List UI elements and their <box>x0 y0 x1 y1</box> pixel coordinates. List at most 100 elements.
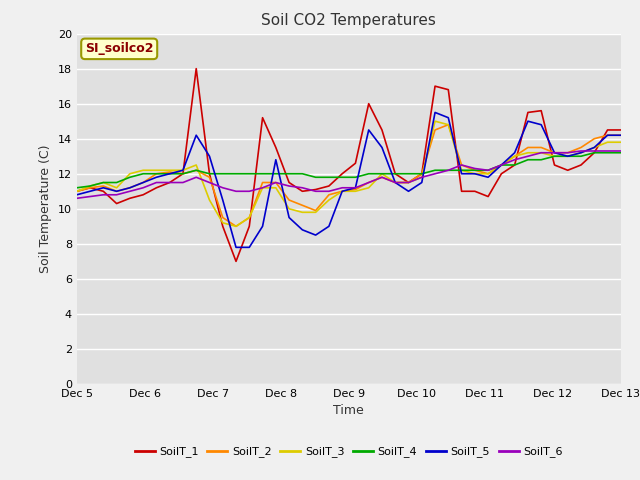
SoilT_5 <box>205 154 213 159</box>
SoilT_1 <box>511 162 518 168</box>
SoilT_3 <box>617 139 625 145</box>
SoilT_1 <box>497 171 505 177</box>
SoilT_5 <box>444 115 452 120</box>
SoilT_4 <box>617 150 625 156</box>
SoilT_2 <box>591 136 598 142</box>
SoilT_1 <box>577 162 585 168</box>
SoilT_5 <box>126 185 134 191</box>
SoilT_3 <box>418 174 426 180</box>
SoilT_5 <box>140 180 147 185</box>
SoilT_4 <box>325 174 333 180</box>
SoilT_5 <box>577 150 585 156</box>
SoilT_5 <box>351 185 359 191</box>
SoilT_5 <box>484 174 492 180</box>
SoilT_1 <box>564 168 572 173</box>
SoilT_6 <box>205 180 213 185</box>
SoilT_1 <box>524 109 532 115</box>
SoilT_2 <box>232 223 240 229</box>
SoilT_4 <box>312 174 319 180</box>
SoilT_5 <box>471 171 479 177</box>
SoilT_2 <box>444 122 452 128</box>
SoilT_6 <box>524 154 532 159</box>
SoilT_6 <box>152 180 160 185</box>
SoilT_1 <box>404 180 412 185</box>
SoilT_1 <box>325 183 333 189</box>
SoilT_2 <box>484 171 492 177</box>
SoilT_4 <box>351 174 359 180</box>
SoilT_3 <box>431 118 439 124</box>
SoilT_6 <box>577 148 585 154</box>
SoilT_6 <box>73 195 81 201</box>
SoilT_4 <box>140 171 147 177</box>
SoilT_1 <box>312 187 319 192</box>
SoilT_6 <box>617 148 625 154</box>
SoilT_6 <box>458 162 465 168</box>
SoilT_4 <box>538 157 545 163</box>
SoilT_3 <box>140 168 147 173</box>
SoilT_1 <box>205 171 213 177</box>
SoilT_5 <box>325 223 333 229</box>
SoilT_3 <box>471 171 479 177</box>
SoilT_3 <box>152 168 160 173</box>
SoilT_1 <box>126 195 134 201</box>
SoilT_5 <box>113 188 120 194</box>
SoilT_2 <box>205 174 213 180</box>
SoilT_2 <box>126 185 134 191</box>
SoilT_3 <box>285 206 293 212</box>
SoilT_1 <box>617 127 625 133</box>
SoilT_1 <box>444 87 452 93</box>
SoilT_2 <box>458 162 465 168</box>
SoilT_4 <box>378 171 386 177</box>
SoilT_2 <box>511 154 518 159</box>
SoilT_5 <box>99 185 107 191</box>
SoilT_5 <box>193 132 200 138</box>
SoilT_3 <box>351 188 359 194</box>
SoilT_5 <box>538 122 545 128</box>
SoilT_2 <box>538 144 545 150</box>
SoilT_6 <box>604 148 611 154</box>
SoilT_3 <box>378 171 386 177</box>
SoilT_3 <box>365 185 372 191</box>
SoilT_4 <box>497 162 505 168</box>
SoilT_3 <box>591 144 598 150</box>
SoilT_6 <box>166 180 173 185</box>
SoilT_4 <box>126 174 134 180</box>
SoilT_1 <box>339 171 346 177</box>
SoilT_4 <box>444 168 452 173</box>
SoilT_6 <box>418 174 426 180</box>
SoilT_4 <box>431 168 439 173</box>
SoilT_4 <box>219 171 227 177</box>
SoilT_1 <box>73 188 81 194</box>
SoilT_5 <box>458 171 465 177</box>
SoilT_2 <box>471 168 479 173</box>
SoilT_1 <box>418 171 426 177</box>
SoilT_5 <box>152 174 160 180</box>
SoilT_5 <box>604 132 611 138</box>
Title: Soil CO2 Temperatures: Soil CO2 Temperatures <box>261 13 436 28</box>
SoilT_4 <box>232 171 240 177</box>
SoilT_4 <box>484 168 492 173</box>
SoilT_4 <box>193 168 200 173</box>
SoilT_2 <box>339 188 346 194</box>
SoilT_2 <box>166 169 173 175</box>
SoilT_2 <box>193 168 200 173</box>
SoilT_5 <box>272 157 280 163</box>
SoilT_1 <box>484 193 492 199</box>
SoilT_1 <box>246 223 253 229</box>
SoilT_3 <box>458 168 465 173</box>
SoilT_4 <box>511 162 518 168</box>
SoilT_1 <box>365 101 372 107</box>
SoilT_4 <box>285 171 293 177</box>
SoilT_4 <box>272 171 280 177</box>
SoilT_2 <box>617 132 625 138</box>
SoilT_3 <box>298 209 306 215</box>
SoilT_2 <box>404 180 412 185</box>
SoilT_4 <box>259 171 266 177</box>
Line: SoilT_4: SoilT_4 <box>77 153 621 188</box>
SoilT_1 <box>378 127 386 133</box>
SoilT_4 <box>577 154 585 159</box>
SoilT_1 <box>431 84 439 89</box>
SoilT_3 <box>113 185 120 191</box>
SoilT_5 <box>550 150 558 156</box>
SoilT_2 <box>351 187 359 192</box>
